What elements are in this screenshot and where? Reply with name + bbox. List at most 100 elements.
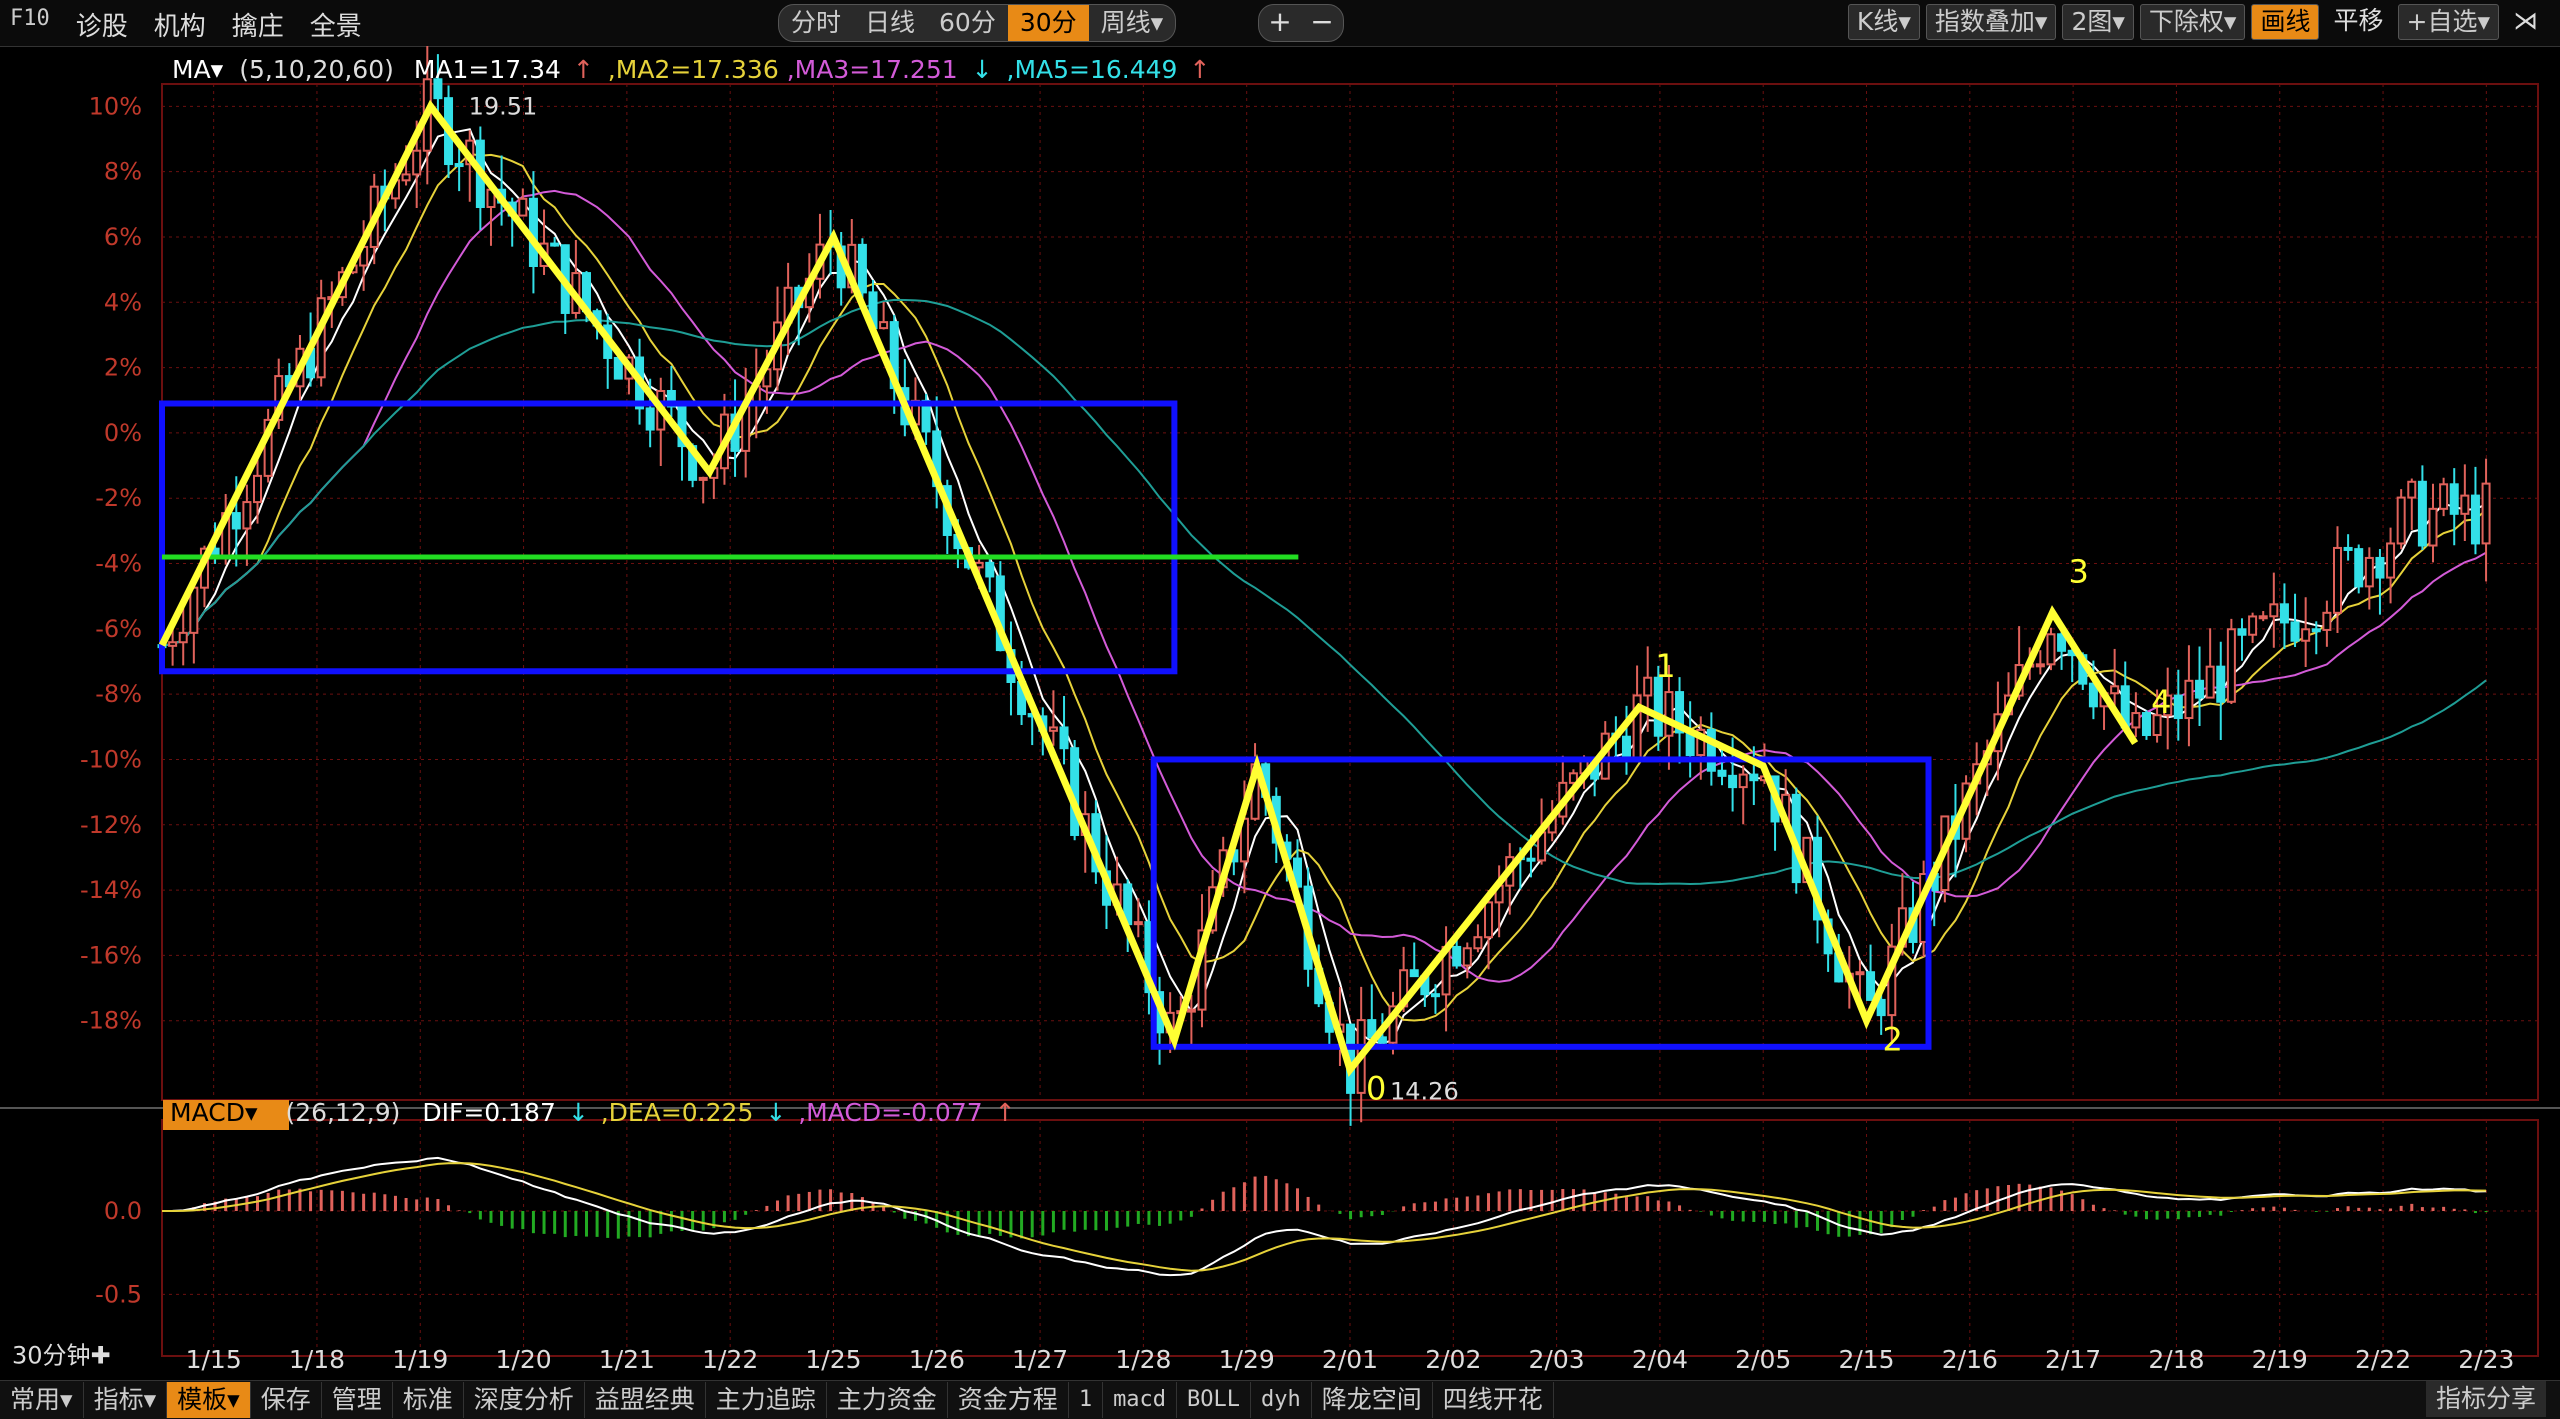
dif-arrow: ↓ (568, 1098, 589, 1127)
range-box (159, 400, 1178, 675)
candle-down (2237, 628, 2247, 636)
x-tick-label: 2/05 (1735, 1345, 1791, 1374)
x-tick-label: 1/15 (186, 1345, 242, 1374)
low-price-label: 14.26 (1390, 1078, 1459, 1106)
candle-up (168, 641, 178, 647)
candle-up (2110, 685, 2120, 695)
tab-yimeng-classic[interactable]: 益盟经典 (585, 1382, 706, 1418)
tab-60min[interactable]: 60分 (939, 8, 996, 37)
candle-up (518, 197, 528, 217)
tab-depth-analysis[interactable]: 深度分析 (464, 1382, 585, 1418)
two-chart-button[interactable]: 2图▾ (2062, 4, 2134, 40)
tab-main-tracking[interactable]: 主力追踪 (706, 1382, 827, 1418)
x-tick-label: 2/19 (2252, 1345, 2308, 1374)
candle-up (2131, 712, 2141, 729)
indicator-share-button[interactable]: 指标分享 (2425, 1381, 2546, 1417)
macd-tick-label: 0.0 (104, 1197, 142, 1225)
ma5-arrow: ↑ (1189, 55, 1210, 84)
tab-weekly[interactable]: 周线▾ (1100, 8, 1164, 37)
add-watchlist-button[interactable]: +自选▾ (2397, 4, 2499, 40)
tab-30min[interactable]: 30分 (1007, 5, 1089, 41)
diagnose-button[interactable]: 诊股 (75, 12, 128, 42)
tab-dyh[interactable]: dyh (1251, 1382, 1312, 1418)
manage-button[interactable]: 管理 (322, 1382, 393, 1418)
zoom-in-button[interactable]: + (1268, 5, 1292, 38)
f10-button[interactable]: F10 (10, 6, 50, 31)
qinzhuang-button[interactable]: 擒庄 (231, 12, 284, 42)
draw-line-button[interactable]: 画线 (2251, 4, 2320, 40)
y-tick-label: 2% (104, 354, 142, 382)
dif-line (161, 1156, 2487, 1277)
y-tick-label: -10% (80, 745, 142, 773)
candle-down (1706, 728, 1716, 772)
period-label[interactable]: 30分钟✚ (12, 1342, 111, 1370)
ex-rights-button[interactable]: 下除权▾ (2139, 4, 2246, 40)
candle-up (1133, 921, 1143, 926)
candle-up (1738, 773, 1748, 789)
tab-four-lines[interactable]: 四线开花 (1433, 1382, 1554, 1418)
x-tick-label: 2/18 (2148, 1345, 2204, 1374)
x-tick-label: 2/03 (1529, 1345, 1585, 1374)
x-tick-label: 2/04 (1632, 1345, 1688, 1374)
y-tick-label: -14% (80, 876, 142, 904)
candle-up (263, 418, 273, 477)
tab-fund-equation[interactable]: 资金方程 (948, 1382, 1069, 1418)
candle-up (1696, 728, 1706, 757)
x-tick-label: 2/01 (1322, 1345, 1378, 1374)
dif-value: DIF=0.187 (422, 1098, 556, 1127)
save-button[interactable]: 保存 (251, 1382, 322, 1418)
overview-button[interactable]: 全景 (309, 12, 362, 42)
y-tick-label: 4% (104, 288, 142, 316)
moving-average-lines (161, 128, 2487, 1045)
wave-point-label: 0 (1366, 1070, 1386, 1108)
common-button[interactable]: 常用▾ (0, 1382, 84, 1418)
top-toolbar: F10 诊股 机构 擒庄 全景 分时 日线 60分 30分 周线▾ + − K线… (0, 0, 2560, 47)
x-tick-label: 2/23 (2458, 1345, 2514, 1374)
institution-button[interactable]: 机构 (153, 12, 206, 42)
left-menu: F10 诊股 机构 擒庄 全景 (10, 6, 362, 43)
y-tick-label: -6% (95, 615, 142, 643)
macd-tick-label: -0.5 (95, 1280, 142, 1308)
candle-up (1473, 936, 1483, 950)
candle-down (985, 561, 995, 578)
ma-params: (5,10,20,60) (239, 55, 394, 84)
candle-down (2470, 494, 2480, 545)
candle-down (433, 78, 443, 100)
y-tick-label: -18% (80, 1007, 142, 1035)
candle-down (1409, 969, 1419, 978)
candle-down (2195, 679, 2205, 699)
collapse-icon[interactable]: ⋊ (2513, 6, 2538, 35)
y-tick-label: 8% (104, 158, 142, 186)
tab-boll[interactable]: BOLL (1177, 1382, 1252, 1418)
ma5-value: ,MA5=16.449 (1007, 55, 1178, 84)
candle-up (2428, 507, 2438, 547)
index-overlay-button[interactable]: 指数叠加▾ (1925, 4, 2057, 40)
y-tick-label: 6% (104, 223, 142, 251)
template-button[interactable]: 模板▾ (167, 1382, 251, 1418)
candle-down (550, 242, 560, 247)
x-tick-label: 1/29 (1219, 1345, 1275, 1374)
candle-up (2332, 546, 2342, 614)
bottom-toolbar: 常用▾ 指标▾ 模板▾ 保存 管理 标准 深度分析 益盟经典 主力追踪 主力资金… (0, 1380, 2560, 1419)
tab-standard[interactable]: 标准 (393, 1382, 464, 1418)
zoom-out-button[interactable]: − (1310, 5, 1334, 38)
candle-down (1526, 857, 1536, 862)
tab-1[interactable]: 1 (1069, 1382, 1104, 1418)
candle-down (2057, 633, 2067, 652)
candle-down (2417, 480, 2427, 547)
tab-daily[interactable]: 日线 (865, 8, 916, 37)
kline-button[interactable]: K线▾ (1847, 4, 1920, 40)
candle-down (1059, 726, 1069, 750)
tab-intraday[interactable]: 分时 (791, 8, 842, 37)
ma5-line (161, 298, 2487, 886)
tab-main-funds[interactable]: 主力资金 (827, 1382, 948, 1418)
tab-macd[interactable]: macd (1103, 1382, 1178, 1418)
macd-menu-button[interactable] (163, 1100, 289, 1130)
chart-canvas[interactable]: 10% 8% 6% 4% 2% 0% -2% -4% -6% -8% -10% -12% -14% -16… (0, 46, 2560, 1380)
x-tick-label: 2/02 (1425, 1345, 1481, 1374)
pan-button[interactable]: 平移 (2333, 6, 2384, 35)
tab-dragon-space[interactable]: 降龙空间 (1312, 1382, 1433, 1418)
candle-up (2152, 714, 2162, 737)
candle-down (2449, 483, 2459, 515)
indicator-button[interactable]: 指标▾ (84, 1382, 168, 1418)
